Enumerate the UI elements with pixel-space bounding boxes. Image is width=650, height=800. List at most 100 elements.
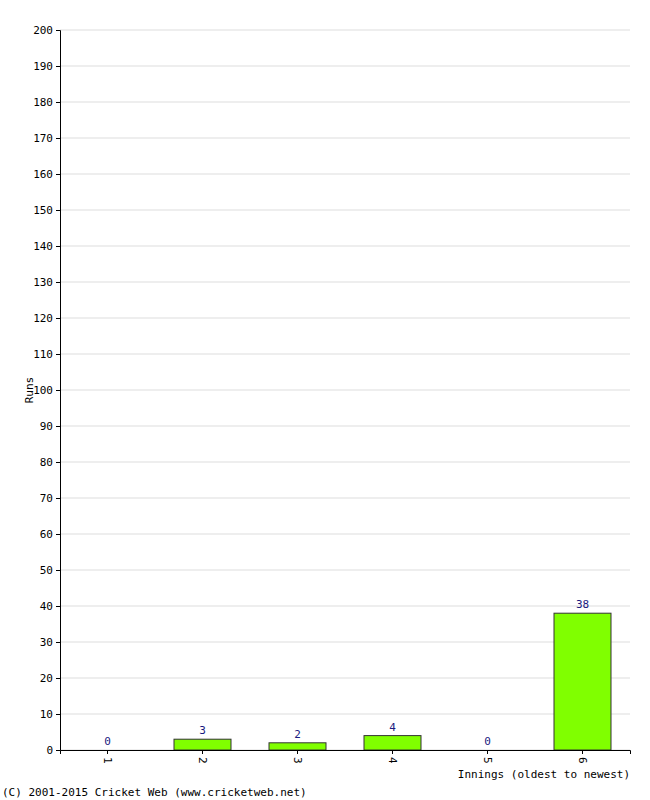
y-tick: 120 <box>33 312 60 325</box>
y-tick: 10 <box>40 708 60 721</box>
y-tick-label: 40 <box>40 600 53 613</box>
y-tick: 100 <box>33 384 60 397</box>
y-tick: 110 <box>33 348 60 361</box>
x-tick-label: 4 <box>386 757 399 764</box>
y-tick-label: 30 <box>40 636 53 649</box>
y-tick: 90 <box>40 420 60 433</box>
y-tick-mark <box>56 66 60 67</box>
y-tick-mark <box>56 138 60 139</box>
data-label: 0 <box>484 735 491 748</box>
y-tick-label: 20 <box>40 672 53 685</box>
bar <box>174 739 231 750</box>
grid-line <box>60 498 630 499</box>
grid <box>60 30 630 750</box>
y-tick: 80 <box>40 456 60 469</box>
y-tick-mark <box>56 462 60 463</box>
grid-line <box>60 714 630 715</box>
y-tick: 160 <box>33 168 60 181</box>
grid-line <box>60 246 630 247</box>
x-tick: 6 <box>576 750 589 764</box>
y-tick-label: 90 <box>40 420 53 433</box>
y-tick-label: 180 <box>33 96 53 109</box>
grid-line <box>60 318 630 319</box>
grid-line <box>60 678 630 679</box>
data-label: 2 <box>294 728 301 741</box>
bar <box>269 743 326 750</box>
grid-line <box>60 462 630 463</box>
x-tick: 4 <box>386 750 399 764</box>
y-tick-label: 150 <box>33 204 53 217</box>
y-tick: 20 <box>40 672 60 685</box>
y-tick-mark <box>56 714 60 715</box>
grid-line <box>60 642 630 643</box>
y-tick-mark <box>56 570 60 571</box>
x-tick-mark <box>392 750 393 754</box>
y-tick-label: 70 <box>40 492 53 505</box>
y-tick-mark <box>56 102 60 103</box>
grid-line <box>60 606 630 607</box>
y-tick: 30 <box>40 636 60 649</box>
y-tick-mark <box>56 426 60 427</box>
x-axis: 1 2 3 4 5 6 <box>61 750 631 764</box>
x-tick-mark <box>202 750 203 754</box>
bar <box>554 613 611 750</box>
x-tick-label: 1 <box>101 757 114 764</box>
bar <box>364 736 421 750</box>
x-tick-mark <box>297 750 298 754</box>
y-tick: 70 <box>40 492 60 505</box>
data-label: 0 <box>104 735 111 748</box>
y-tick-label: 200 <box>33 24 53 37</box>
y-tick-mark <box>56 30 60 31</box>
y-tick-label: 60 <box>40 528 53 541</box>
y-tick-mark <box>56 174 60 175</box>
y-tick: 40 <box>40 600 60 613</box>
grid-line <box>60 534 630 535</box>
y-tick: 150 <box>33 204 60 217</box>
grid-line <box>60 210 630 211</box>
grid-line <box>60 426 630 427</box>
x-axis-title: Innings (oldest to newest) <box>458 768 630 781</box>
grid-line <box>60 66 630 67</box>
data-label: 4 <box>389 721 396 734</box>
grid-line <box>60 282 630 283</box>
x-tick: 3 <box>291 750 304 764</box>
x-tick: 2 <box>196 750 209 764</box>
y-tick-label: 0 <box>46 744 53 757</box>
y-tick-mark <box>56 678 60 679</box>
y-tick-label: 10 <box>40 708 53 721</box>
x-tick-label: 3 <box>291 757 304 764</box>
x-tick-label: 2 <box>196 757 209 764</box>
data-labels: 0 3 2 4 0 38 <box>104 598 589 748</box>
data-label: 38 <box>576 598 589 611</box>
y-axis-title: Runs <box>23 377 36 404</box>
y-tick: 170 <box>33 132 60 145</box>
x-tick-label: 5 <box>481 757 494 764</box>
y-tick-label: 160 <box>33 168 53 181</box>
grid-line <box>60 390 630 391</box>
y-tick-label: 120 <box>33 312 53 325</box>
annotation: (C) 2001-2015 Cricket Web (www.cricketwe… <box>2 786 307 799</box>
y-tick-label: 80 <box>40 456 53 469</box>
x-axis-line <box>61 751 631 755</box>
grid-line <box>60 570 630 571</box>
bars <box>174 613 611 750</box>
grid-line <box>60 102 630 103</box>
y-tick-mark <box>56 390 60 391</box>
y-tick-mark <box>56 354 60 355</box>
y-tick-label: 110 <box>33 348 53 361</box>
y-tick-label: 170 <box>33 132 53 145</box>
y-axis-line <box>56 31 61 751</box>
grid-line <box>60 174 630 175</box>
y-tick-label: 130 <box>33 276 53 289</box>
data-label: 3 <box>199 724 206 737</box>
y-tick: 200 <box>33 24 60 37</box>
y-tick-mark <box>56 606 60 607</box>
x-tick-label: 6 <box>576 757 589 764</box>
y-tick: 60 <box>40 528 60 541</box>
y-tick: 140 <box>33 240 60 253</box>
y-tick-mark <box>56 750 60 751</box>
grid-line <box>60 30 630 31</box>
y-tick: 130 <box>33 276 60 289</box>
y-tick: 180 <box>33 96 60 109</box>
x-tick-mark <box>582 750 583 754</box>
